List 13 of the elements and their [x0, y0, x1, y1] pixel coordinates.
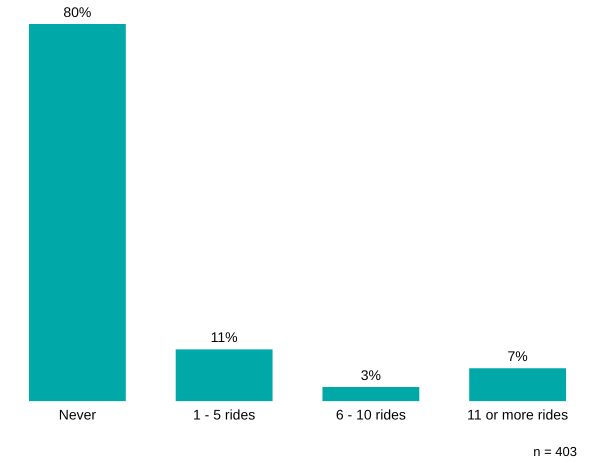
data-label: 7%	[508, 348, 528, 364]
data-label: 11%	[210, 329, 238, 346]
bar	[322, 387, 420, 402]
data-label: 3%	[360, 366, 381, 383]
x-tick-label: 6 - 10 rides	[336, 406, 406, 422]
x-tick-label: Never	[58, 406, 96, 422]
text: n = 403	[533, 444, 577, 459]
bar	[28, 24, 126, 402]
x-tick-label: 11 or more rides	[467, 406, 568, 422]
bar	[469, 368, 566, 402]
x-tick-label: 1 - 5 rides	[193, 406, 256, 422]
bar	[176, 349, 273, 402]
data-label: 80%	[63, 4, 92, 20]
